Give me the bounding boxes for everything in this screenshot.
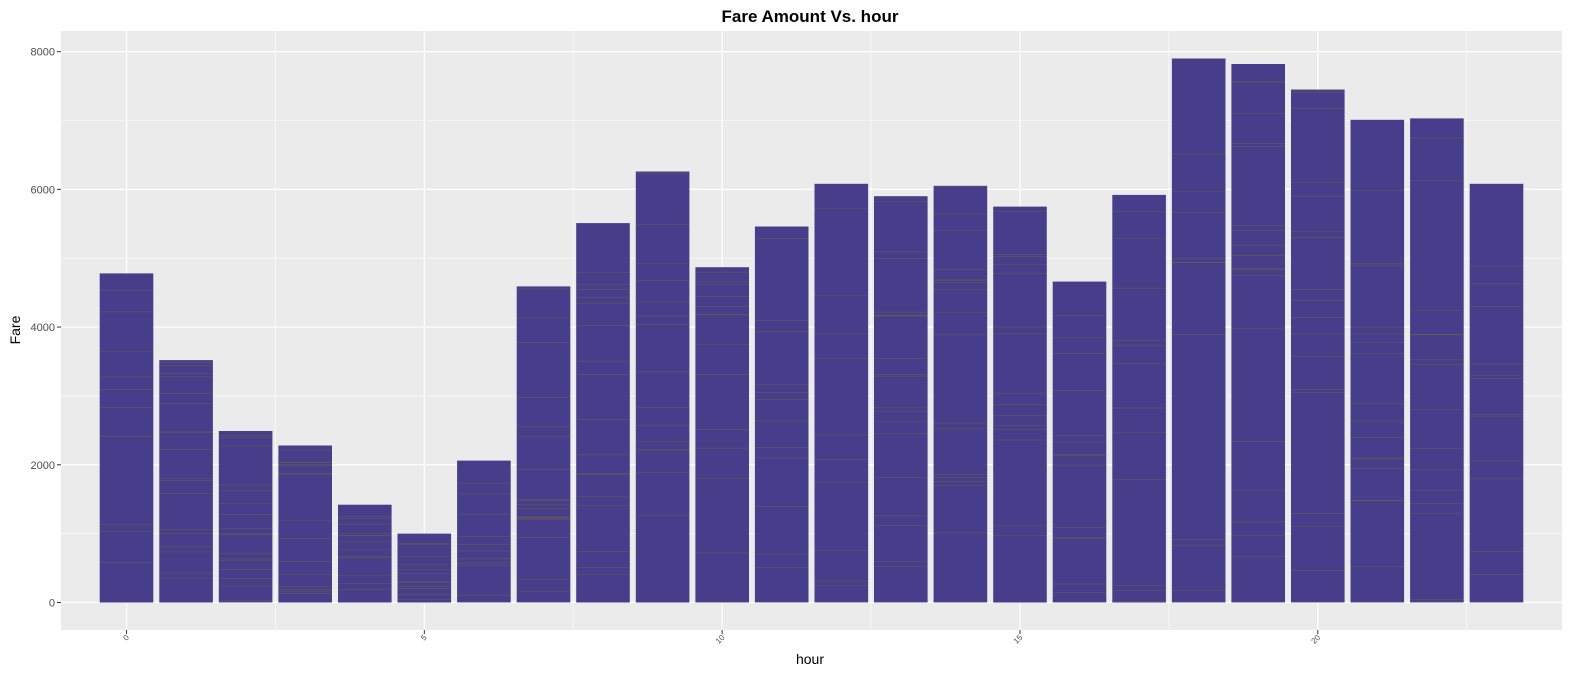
- x-axis-title: hour: [796, 651, 824, 667]
- bar-hour-16: [1052, 281, 1107, 603]
- bars-group: [99, 58, 1524, 603]
- y-tick-label: 0: [49, 597, 55, 609]
- y-axis-ticks: 0 2000 4000 6000 8000: [31, 47, 61, 609]
- bar-hour-17: [1112, 194, 1166, 603]
- y-tick-label: 6000: [31, 184, 55, 196]
- bar-hour-10: [695, 267, 749, 603]
- bar-hour-1: [159, 360, 213, 603]
- chart-title: Fare Amount Vs. hour: [722, 7, 899, 26]
- bar-hour-13: [874, 196, 928, 603]
- bar-hour-6: [457, 460, 511, 603]
- bar-hour-18: [1171, 58, 1226, 603]
- bar-hour-0: [99, 273, 154, 603]
- bar-hour-14: [933, 185, 988, 603]
- x-axis-ticks: 0 5 10 15 20: [121, 630, 1323, 646]
- x-tick-label: 20: [1310, 633, 1323, 646]
- bar-hour-19: [1231, 64, 1285, 603]
- bar-hour-23: [1469, 183, 1524, 603]
- bar-hour-7: [516, 286, 571, 603]
- bar-hour-5: [397, 533, 452, 603]
- bar-hour-2: [218, 431, 273, 603]
- bar-hour-20: [1291, 89, 1345, 603]
- y-tick-label: 2000: [31, 460, 55, 472]
- bar-hour-22: [1410, 118, 1464, 603]
- bar-hour-3: [278, 445, 332, 603]
- bar-hour-8: [576, 223, 630, 603]
- x-tick-label: 5: [419, 633, 429, 643]
- bar-hour-12: [814, 183, 869, 603]
- x-tick-label: 10: [714, 633, 727, 646]
- x-tick-label: 0: [121, 633, 131, 643]
- bar-hour-21: [1350, 119, 1405, 603]
- bar-hour-9: [635, 171, 690, 603]
- bar-hour-11: [754, 226, 809, 603]
- x-tick-label: 15: [1012, 633, 1025, 646]
- y-tick-label: 4000: [31, 322, 55, 334]
- y-axis-title: Fare: [7, 315, 23, 344]
- y-tick-label: 8000: [31, 47, 55, 59]
- bar-hour-4: [338, 504, 392, 603]
